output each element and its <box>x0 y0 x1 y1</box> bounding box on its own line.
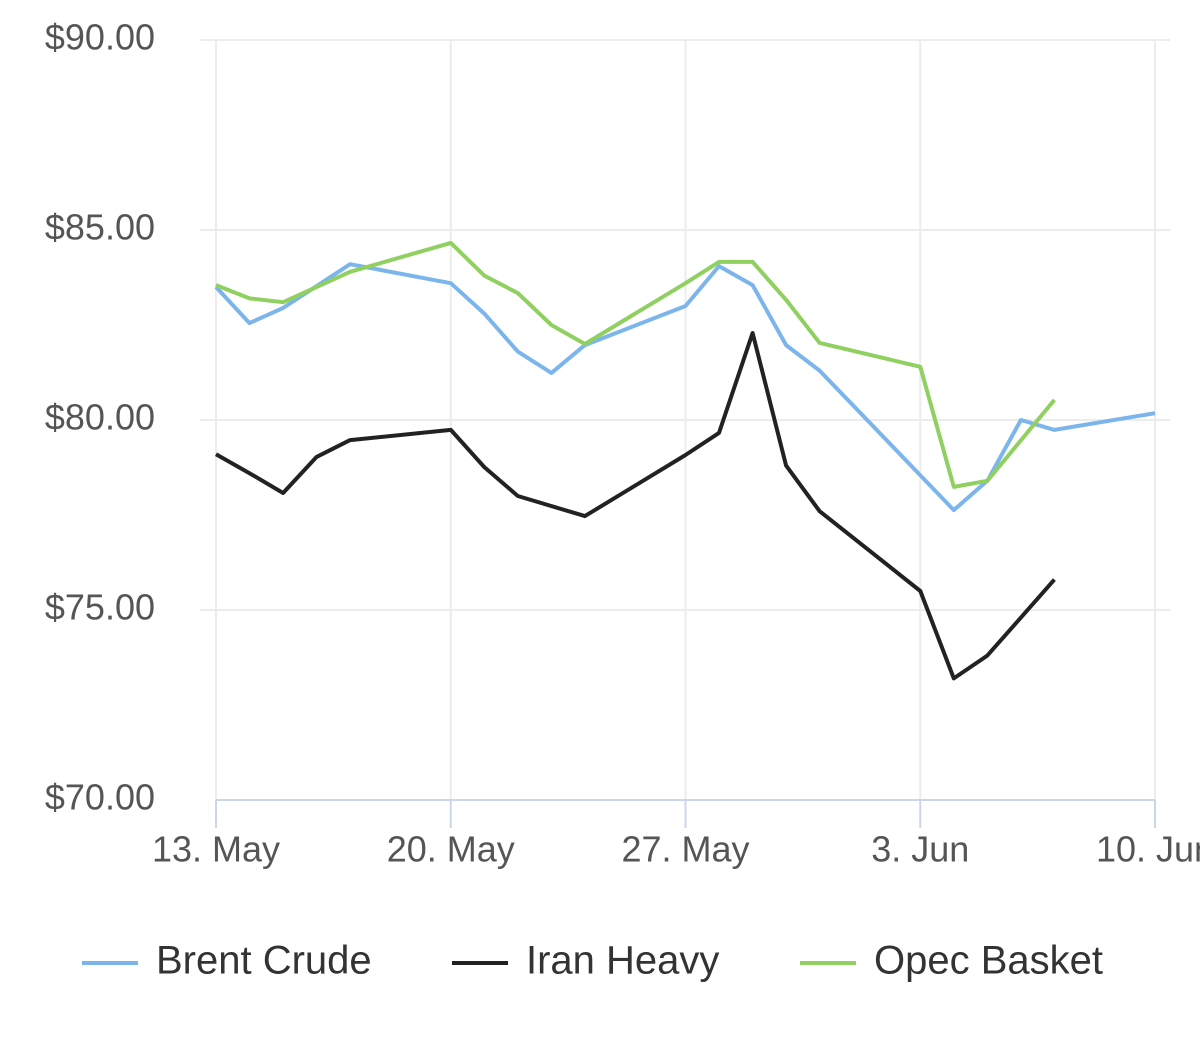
legend-item: Iran Heavy <box>452 939 719 983</box>
series-line <box>215 331 1056 681</box>
legend-label: Opec Basket <box>874 939 1103 983</box>
legend-item: Brent Crude <box>82 939 372 983</box>
legend-label: Iran Heavy <box>526 939 719 983</box>
y-tick-label: $80.00 <box>45 397 155 438</box>
legend-item: Opec Basket <box>800 939 1103 983</box>
x-tick-label: 3. Jun <box>871 829 969 870</box>
x-tick-label: 13. May <box>152 829 280 870</box>
legend: Brent Crude Iran Heavy Opec Basket <box>82 939 1103 983</box>
y-tick-label: $75.00 <box>45 587 155 628</box>
x-tick-label: 10. Jun <box>1096 829 1200 870</box>
y-tick-label: $90.00 <box>45 17 155 58</box>
series-line <box>215 240 1056 489</box>
y-tick-label: $70.00 <box>45 777 155 818</box>
y-tick-label: $85.00 <box>45 207 155 248</box>
x-tick-label: 20. May <box>387 829 515 870</box>
x-tick-label: 27. May <box>621 829 749 870</box>
legend-label: Brent Crude <box>156 939 372 983</box>
